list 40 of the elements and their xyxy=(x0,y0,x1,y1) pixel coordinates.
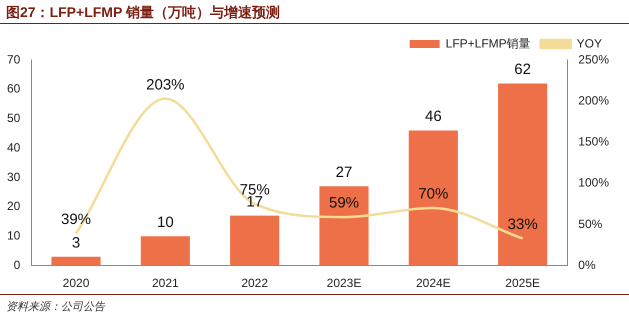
bar xyxy=(408,130,458,266)
y-tick-label: 60 xyxy=(6,82,21,96)
data-label: 33% xyxy=(508,216,538,234)
bar xyxy=(319,186,369,266)
legend-label: YOY xyxy=(576,36,602,50)
data-label: 27 xyxy=(336,164,352,181)
y-tick-label: 70 xyxy=(6,52,21,66)
bar xyxy=(498,83,548,266)
data-label: 10 xyxy=(156,214,174,231)
data-label: 59% xyxy=(328,194,360,212)
bar xyxy=(51,256,101,266)
x-tick-label: 2022 xyxy=(241,276,268,290)
y2-tick-label: 250% xyxy=(578,52,610,66)
y-tick-label: 50 xyxy=(6,111,21,126)
bar xyxy=(230,216,280,266)
y-tick-label: 30 xyxy=(6,170,21,184)
y2-tick-label: 50% xyxy=(578,216,603,231)
data-label: 46 xyxy=(424,108,442,126)
y-tick-label: 20 xyxy=(6,199,21,214)
y2-tick-label: 100% xyxy=(578,176,610,190)
y2-tick-label: 200% xyxy=(578,93,610,108)
chart-title: 图27：LFP+LFMP 销量（万吨）与增速预测 xyxy=(0,0,629,24)
data-label: 70% xyxy=(418,186,448,203)
data-label: 39% xyxy=(60,211,92,228)
x-tick-label: 2025E xyxy=(505,276,540,290)
bar xyxy=(140,236,190,266)
y2-tick-label: 150% xyxy=(578,134,610,149)
x-tick-label: 2024E xyxy=(416,276,451,290)
x-tick-label: 2021 xyxy=(152,276,180,290)
x-tick-label: 2020 xyxy=(62,276,90,290)
data-label: 62 xyxy=(514,61,531,78)
y-tick-label: 40 xyxy=(6,140,21,154)
y2-tick-label: 0% xyxy=(578,258,596,272)
text: 资料来源：公司公告 xyxy=(0,294,629,314)
y-tick-label: 0 xyxy=(14,258,21,272)
y-tick-label: 10 xyxy=(6,228,21,243)
data-label: 203% xyxy=(146,76,185,94)
legend-label: LFP+LFMP销量 xyxy=(446,36,531,50)
x-tick-label: 2023E xyxy=(326,276,362,290)
data-label: 3 xyxy=(72,234,80,252)
